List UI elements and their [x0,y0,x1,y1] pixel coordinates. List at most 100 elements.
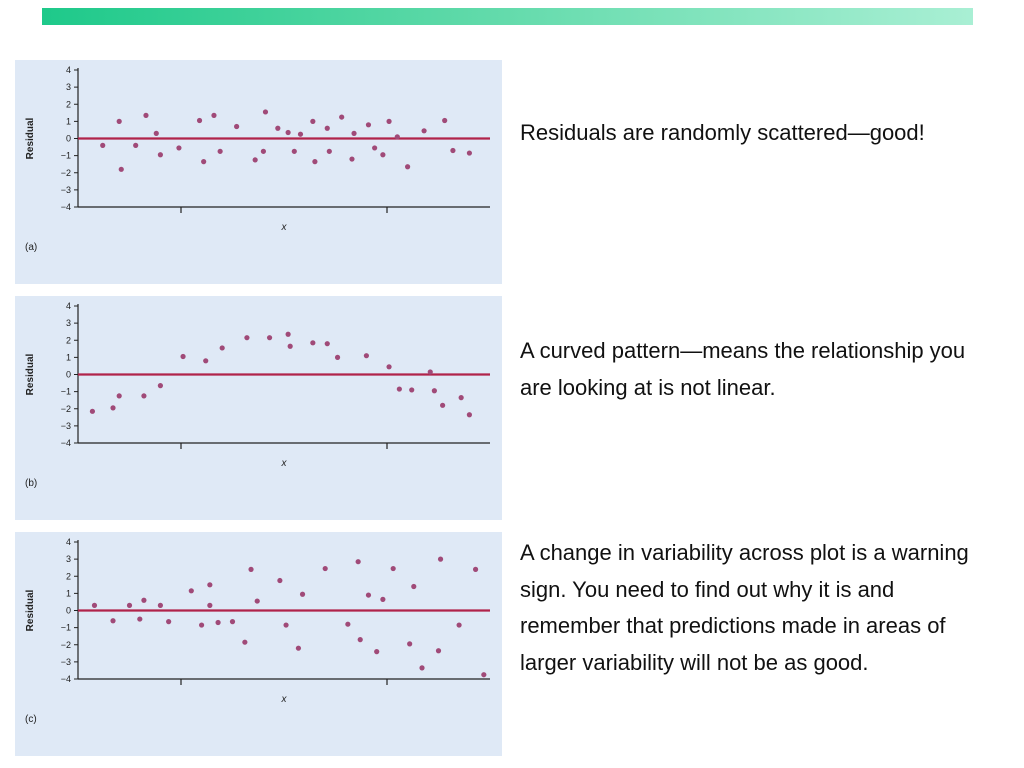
residual-point [421,128,427,134]
residual-point [89,408,96,414]
residual-point [339,114,345,120]
residual-point [357,637,363,643]
y-tick-label: −3 [61,185,71,195]
residual-point [180,353,186,360]
residual-point [374,649,380,655]
residual-point [100,142,106,148]
residual-point [277,577,283,584]
residual-plots-figure: 4 3 2 1 0 −1 −2 −3 −4 Residual x (a) 4 3 2 1 0 −1 −2 −3 −4 R… [15,60,502,756]
residual-point [244,335,250,341]
residual-point [283,622,289,628]
residual-point [405,164,411,170]
y-tick-label: 3 [66,318,71,328]
residual-point [234,123,240,130]
residual-point [481,672,487,678]
residual-point [409,387,415,393]
caption-curved-pattern: A curved pattern—means the relationship … [520,338,966,400]
residual-point [116,393,122,399]
residual-point [365,592,372,598]
residual-point [153,130,159,136]
residual-point [91,602,98,608]
y-axis-label: Residual [25,353,36,395]
residual-point [157,152,163,158]
residual-point [396,386,402,392]
residual-point [207,602,213,608]
y-axis-label: Residual [25,589,36,631]
residual-point [116,118,122,124]
residual-point [427,369,433,375]
x-axis-label: x [281,694,288,705]
x-axis-label: x [281,458,288,469]
y-tick-label: −4 [61,438,71,448]
y-tick-label: 4 [66,301,71,311]
residual-plot-c: 4 3 2 1 0 −1 −2 −3 −4 Residual x (c) [15,532,502,756]
residual-point [363,353,369,359]
residual-point [386,118,392,124]
residual-plot-b: 4 3 2 1 0 −1 −2 −3 −4 Residual x (b) [15,296,502,520]
y-tick-label: 4 [66,537,71,547]
residual-point [157,602,163,608]
residual-point [143,112,149,118]
residual-point [312,159,318,165]
residual-point [295,645,302,651]
residual-point [351,130,357,136]
residual-point [211,112,217,118]
residual-point [324,125,330,131]
y-tick-label: −4 [61,674,71,684]
residual-point [390,565,396,572]
accent-header-bar [42,8,973,25]
residual-point [355,559,361,565]
residual-point [285,129,291,136]
panel-label: (a) [25,242,37,253]
y-tick-label: 2 [66,571,71,581]
y-tick-label: 2 [66,99,71,109]
residual-point [141,393,147,399]
residual-point [380,596,386,602]
residual-point [458,395,464,401]
residual-point [411,583,417,590]
residual-point [419,665,425,671]
y-tick-label: 1 [66,116,71,126]
y-tick-label: −3 [61,657,71,667]
residual-point [242,639,248,645]
y-tick-label: −2 [61,168,71,178]
residual-point [118,166,124,172]
y-tick-label: −1 [61,623,71,633]
residual-point [141,597,147,603]
y-tick-label: 1 [66,352,71,362]
residual-point [431,388,437,394]
residual-point [380,152,386,158]
residual-point [196,117,203,124]
residual-point [437,556,444,562]
residual-point [466,150,472,156]
residual-point [201,159,207,165]
residual-point [188,588,194,594]
residual-point [334,354,341,360]
residual-point [207,582,213,588]
residual-point [266,335,273,341]
caption-random-scatter: Residuals are randomly scattered—good! [520,120,925,145]
residual-point [440,402,446,408]
residual-point [297,131,304,137]
residual-point [287,343,293,349]
residual-point [262,109,269,115]
residual-point [435,648,442,654]
residual-plot-a: 4 3 2 1 0 −1 −2 −3 −4 Residual x (a) [15,60,502,284]
y-axis-label: Residual [25,117,36,159]
y-tick-label: 1 [66,588,71,598]
residual-point [137,616,143,622]
caption-changing-variability: A change in variability across plot is a… [520,540,969,675]
residual-point [166,619,172,625]
residual-point [291,148,297,154]
residual-point [229,619,236,625]
y-tick-label: 3 [66,554,71,564]
y-tick-label: 4 [66,65,71,75]
residual-point [349,156,355,162]
residual-point [176,145,182,151]
y-tick-label: −1 [61,387,71,397]
residual-point [275,125,281,131]
y-tick-label: −4 [61,202,71,212]
residual-point [215,619,221,626]
residual-point [110,405,116,411]
y-tick-label: −2 [61,640,71,650]
